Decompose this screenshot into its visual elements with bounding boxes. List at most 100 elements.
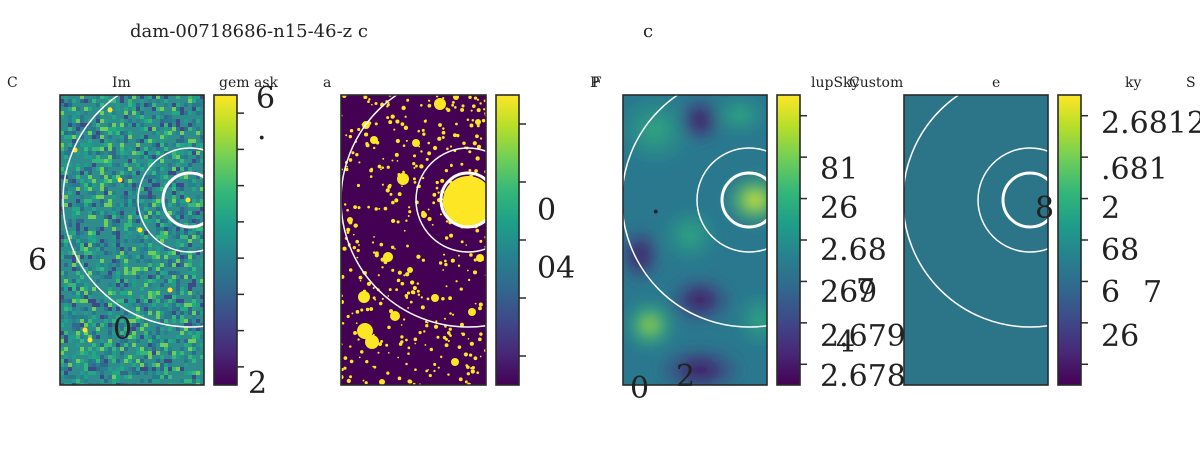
noise-pixel — [172, 259, 176, 263]
noise-pixel — [132, 343, 136, 347]
noise-pixel — [72, 115, 76, 119]
aperture-circle — [720, 171, 767, 229]
noise-pixel — [168, 183, 172, 187]
masked-source — [383, 252, 393, 262]
noise-pixel — [80, 291, 84, 295]
mask-speck — [403, 229, 406, 232]
stray-label-ky: ky — [1125, 75, 1141, 91]
noise-pixel — [124, 135, 128, 139]
noise-pixel — [136, 347, 140, 351]
noise-pixel — [132, 183, 136, 187]
noise-pixel — [116, 283, 120, 287]
noise-pixel — [116, 263, 120, 267]
noise-pixel — [60, 299, 64, 303]
mask-speck — [478, 337, 481, 340]
noise-pixel — [160, 95, 164, 99]
noise-pixel — [120, 319, 124, 323]
noise-pixel — [156, 107, 160, 111]
noise-pixel — [172, 251, 176, 255]
noise-pixel — [176, 351, 180, 355]
noise-pixel — [140, 199, 144, 203]
mask-speck — [343, 203, 347, 206]
noise-pixel — [108, 143, 112, 147]
mask-speck — [421, 258, 425, 262]
noise-pixel — [88, 231, 92, 235]
noise-pixel — [104, 239, 108, 243]
noise-pixel — [168, 279, 172, 283]
noise-pixel — [172, 315, 176, 319]
noise-pixel — [200, 227, 204, 231]
noise-pixel — [76, 323, 80, 327]
noise-pixel — [96, 263, 100, 267]
noise-pixel — [152, 343, 156, 347]
colorbar-4-tick-label-0: 2.6812 — [1101, 106, 1200, 141]
mask-speck — [358, 356, 361, 359]
noise-pixel — [132, 267, 136, 271]
noise-pixel — [84, 315, 88, 319]
mask-speck — [432, 201, 436, 205]
noise-pixel — [192, 283, 196, 287]
noise-pixel — [128, 119, 132, 123]
noise-pixel — [140, 187, 144, 191]
noise-pixel — [120, 303, 124, 307]
noise-pixel — [88, 239, 92, 243]
noise-pixel — [76, 239, 80, 243]
noise-pixel — [100, 203, 104, 207]
noise-pixel — [188, 311, 192, 315]
noise-pixel — [72, 355, 76, 359]
noise-pixel — [60, 235, 64, 239]
noise-pixel — [192, 339, 196, 343]
noise-pixel — [176, 315, 180, 319]
noise-pixel — [172, 107, 176, 111]
noise-pixel — [136, 115, 140, 119]
noise-pixel — [60, 131, 64, 135]
noise-pixel — [68, 315, 72, 319]
noise-pixel — [76, 315, 80, 319]
aperture-circle — [161, 171, 204, 229]
noise-pixel — [164, 131, 168, 135]
noise-pixel — [200, 159, 204, 163]
noise-pixel — [96, 327, 100, 331]
mask-speck — [463, 352, 469, 357]
noise-pixel — [108, 151, 112, 155]
noise-pixel — [120, 275, 124, 279]
noise-pixel — [196, 131, 200, 135]
masked-source — [434, 98, 446, 110]
noise-pixel — [152, 203, 156, 207]
noise-pixel — [88, 187, 92, 191]
noise-pixel — [68, 179, 72, 183]
masked-source — [421, 212, 427, 218]
mask-speck — [357, 338, 360, 341]
noise-pixel — [120, 339, 124, 343]
noise-pixel — [144, 207, 148, 211]
mask-speck — [452, 133, 457, 138]
colorbar-2-fill — [496, 95, 519, 385]
noise-pixel — [116, 103, 120, 107]
mask-speck — [367, 205, 370, 209]
mask-speck — [426, 297, 430, 301]
mask-speck — [356, 183, 360, 188]
noise-pixel — [132, 123, 136, 127]
noise-pixel — [148, 163, 152, 167]
noise-pixel — [104, 167, 108, 171]
noise-pixel — [144, 147, 148, 151]
noise-pixel — [156, 359, 160, 363]
noise-pixel — [108, 215, 112, 219]
noise-pixel — [192, 343, 196, 347]
noise-pixel — [200, 207, 204, 211]
mask-speck — [474, 169, 478, 173]
noise-pixel — [152, 307, 156, 311]
noise-pixel — [104, 107, 108, 111]
mask-speck — [381, 102, 384, 105]
noise-pixel — [60, 359, 64, 363]
mask-speck — [456, 133, 460, 138]
noise-pixel — [196, 247, 200, 251]
noise-pixel — [180, 207, 184, 211]
noise-pixel — [108, 147, 112, 151]
mask-speck — [437, 191, 440, 194]
noise-pixel — [156, 231, 160, 235]
noise-pixel — [92, 271, 96, 275]
colorbar-4-tick-label-1: .681 — [1101, 152, 1168, 187]
noise-pixel — [164, 315, 168, 319]
noise-pixel — [96, 155, 100, 159]
